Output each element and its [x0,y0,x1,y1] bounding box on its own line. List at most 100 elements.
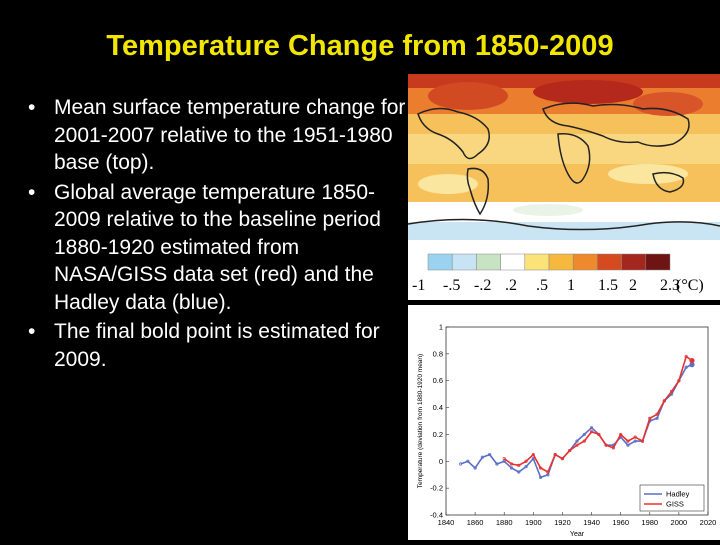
series-line-giss [503,355,693,474]
scale-tick-label: 1.5 [598,277,618,294]
data-point-hadley [509,466,514,470]
data-point-giss [546,470,550,474]
data-point-giss [502,457,506,461]
data-point-hadley [466,459,470,463]
data-point-giss [670,389,674,394]
data-point-giss [597,432,601,437]
bullet-text: Global average temperature 1850-2009 rel… [54,180,381,314]
scale-swatch [548,253,574,271]
y-tick-label: 0.6 [433,376,443,385]
temperature-line-chart: Temperature (deviation from 1880-1920 me… [417,323,717,539]
scale-tick-label: .5 [536,277,548,294]
series-line-hadley [460,363,693,479]
data-point-hadley [517,470,521,474]
bullet-item: • Global average temperature 1850-2009 re… [24,179,409,317]
scale-tick-label: 1 [567,277,575,294]
data-point-giss [589,430,594,434]
scale-unit-label: (°C) [676,277,704,294]
bullet-item: • Mean surface temperature change for 200… [24,94,409,177]
bullet-text: The final bold point is estimated for 20… [54,320,380,371]
x-tick-label: 1920 [554,518,571,527]
scale-swatch [572,253,598,271]
x-tick-label: 1840 [438,518,455,527]
bullet-list: • Mean surface temperature change for 200… [24,94,409,375]
data-point-hadley [626,443,630,447]
scale-tick-label: -.5 [443,277,460,294]
y-tick-label: 1 [439,323,443,332]
data-point-giss [648,416,652,420]
slide-title: Temperature Change from 1850-2009 [106,30,614,62]
data-point-giss [633,435,637,439]
data-point-hadley [589,426,594,430]
x-tick-label: 2020 [700,518,717,527]
map-color-scale: -1 -.5 -.2 .2 .5 1 1.5 2 2.3 (°C) [408,240,720,300]
x-tick-label: 1960 [612,518,629,527]
data-point-hadley [655,416,659,420]
data-point-hadley [684,365,688,369]
data-point-hadley [473,466,477,470]
x-tick-label: 1980 [641,518,658,527]
data-point-giss [531,452,535,457]
bullet-text: Mean surface temperature change for 2001… [54,96,406,174]
legend-label: Hadley [666,490,690,499]
scale-swatch [524,253,550,271]
bullet-dot-icon: • [28,320,36,343]
data-point-giss [568,448,572,453]
y-tick-label: 0.8 [433,349,443,358]
data-point-giss [560,457,565,461]
data-point-giss [524,459,528,463]
global-temperature-chart: Temperature (deviation from 1880-1920 me… [408,305,720,540]
data-point-giss [611,446,615,450]
bullet-item: • The final bold point is estimated for 2… [24,318,409,373]
x-tick-label: 1860 [467,518,484,527]
bullet-dot-icon: • [28,96,36,119]
x-tick-label: 1900 [525,518,542,527]
data-point-hadley [458,462,463,466]
temperature-anomaly-map [408,74,720,240]
data-point-giss [582,439,586,443]
scale-swatch [427,253,453,271]
color-scale-bar: -1 -.5 -.2 .2 .5 1 1.5 2 2.3 (°C) [412,253,704,294]
data-point-giss [553,452,557,457]
x-tick-label: 2000 [671,518,688,527]
data-point-giss [539,466,543,470]
y-axis-label: Temperature (deviation from 1880-1920 me… [417,354,424,488]
chart-legend-box [639,484,705,512]
data-point-hadley [480,455,484,459]
scale-swatch [451,253,477,271]
data-point-hadley [575,439,579,443]
data-point-giss [684,354,688,359]
x-tick-label: 1880 [496,518,513,527]
scale-swatch [500,253,526,271]
data-point-giss [619,432,623,437]
data-point-hadley [633,439,637,443]
y-tick-label: 0.4 [433,403,443,412]
data-point-giss [655,412,659,416]
data-point-giss [509,462,514,466]
scale-swatch [621,253,647,271]
world-map-image [408,74,720,240]
scale-swatch [597,253,622,271]
bullet-dot-icon: • [28,180,36,204]
y-tick-label: 0.2 [433,430,443,439]
data-point-hadley [488,452,492,457]
data-point-giss [604,443,608,447]
y-tick-label: -0.4 [430,511,443,520]
data-point-giss [662,399,666,403]
data-point-hadley [582,432,586,437]
data-point-hadley [539,475,543,479]
final-bold-point [689,362,695,368]
x-axis-label: Year [570,531,585,538]
scale-swatch [645,253,671,271]
scale-tick-label: 2.3 [660,277,680,294]
data-point-giss [517,463,521,467]
plot-frame [445,326,709,516]
scale-tick-label: -.2 [474,277,491,294]
data-point-hadley [524,465,528,469]
legend-label: GISS [666,500,684,509]
x-tick-label: 1940 [583,518,600,527]
data-point-giss [677,379,681,383]
data-point-giss [626,439,630,443]
data-point-hadley [495,462,499,466]
